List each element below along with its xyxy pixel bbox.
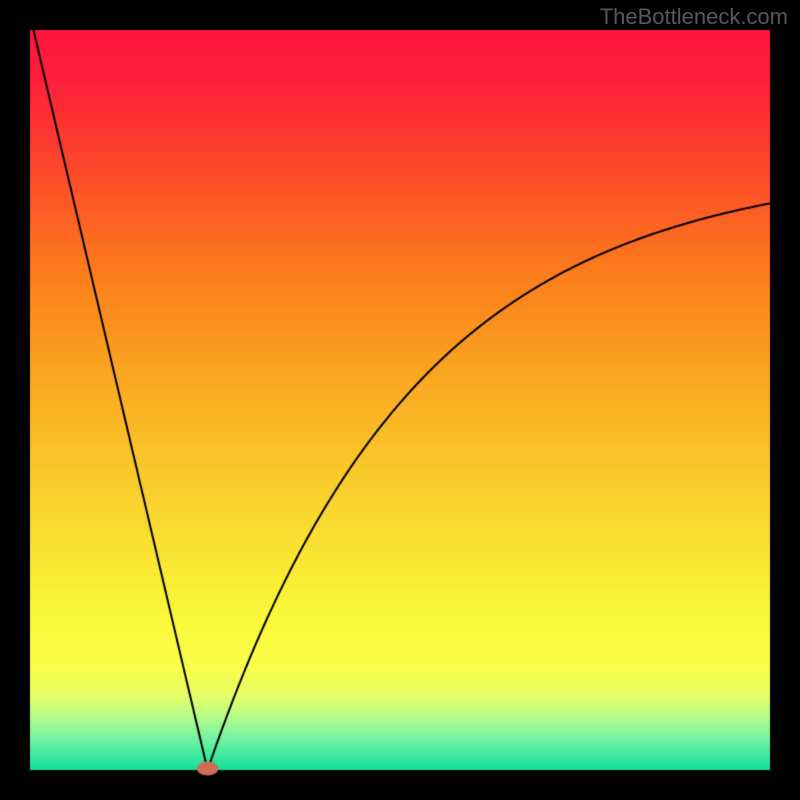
chart-container: TheBottleneck.com bbox=[0, 0, 800, 800]
watermark-text: TheBottleneck.com bbox=[600, 4, 788, 30]
chart-canvas bbox=[0, 0, 800, 800]
